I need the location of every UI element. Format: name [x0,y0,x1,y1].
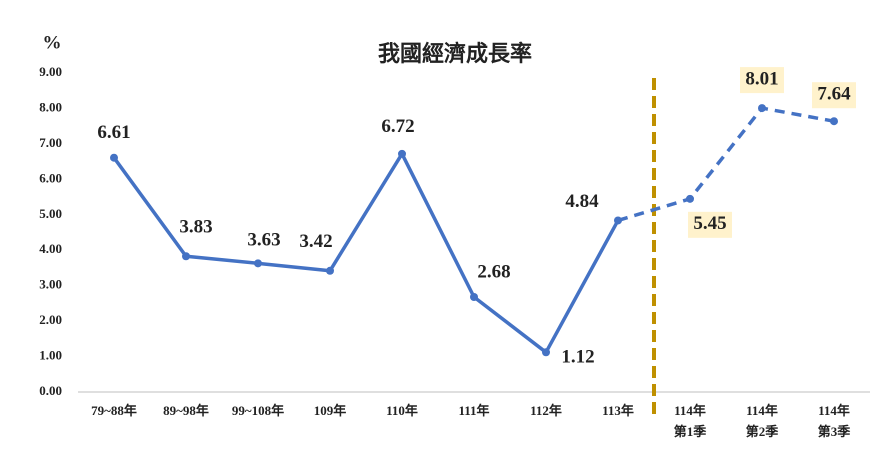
label-highlight [688,211,732,238]
point [254,259,262,268]
data-label: 4.84 [565,191,599,212]
y-tick-label: 0.00 [39,383,62,398]
y-tick-label: 5.00 [39,206,62,221]
x-tick-line: 114年 [674,403,706,418]
x-tick-line: 第3季 [818,424,851,439]
point [830,117,838,126]
x-tick-label: 111年 [458,403,489,418]
point [398,149,406,158]
y-tick-label: 1.00 [39,348,62,363]
data-label: 7.64 [817,84,851,105]
point [470,293,478,302]
x-tick-label: 99~108年 [232,403,284,418]
x-tick-label: 114年第2季 [746,403,779,439]
data-label: 5.45 [693,213,726,234]
x-tick-label: 110年 [386,403,418,418]
data-label: 3.42 [299,231,332,252]
data-label: 6.61 [97,122,130,143]
x-tick-label: 109年 [314,403,347,418]
x-tick-label: 79~88年 [91,403,137,418]
data-label: 2.68 [477,261,510,282]
x-tick-label: 89~98年 [163,403,209,418]
y-tick-label: 9.00 [39,64,62,79]
line-projection [617,106,835,223]
data-label: 3.63 [247,230,280,251]
point [758,104,766,113]
x-tick-line: 114年 [818,403,850,418]
label-highlight [812,82,856,109]
x-tick-line: 114年 [746,403,778,418]
x-tick-label: 114年第1季 [674,403,707,439]
point [614,216,622,225]
y-tick-label: 6.00 [39,170,62,185]
x-tick-label: 114年第3季 [818,403,851,439]
point [110,153,118,162]
y-tick-label: 4.00 [39,241,62,256]
y-tick-label: 7.00 [39,135,62,150]
x-tick-label: 113年 [602,403,634,418]
y-tick-label: 8.00 [39,99,62,114]
y-unit: % [43,32,62,53]
point [326,266,334,275]
data-label: 6.72 [381,116,414,137]
y-tick-label: 3.00 [39,277,62,292]
point [182,252,190,261]
data-label: 3.83 [179,217,212,238]
point [686,194,694,203]
label-highlight [740,67,784,94]
x-tick-line: 第2季 [746,424,779,439]
data-label: 1.12 [561,347,594,368]
x-tick-line: 第1季 [674,424,707,439]
line [112,152,620,355]
x-tick-label: 112年 [530,403,562,418]
point [542,348,550,357]
chart-title: 我國經濟成長率 [378,41,532,66]
y-tick-label: 2.00 [39,312,62,327]
data-label: 8.01 [745,68,778,89]
